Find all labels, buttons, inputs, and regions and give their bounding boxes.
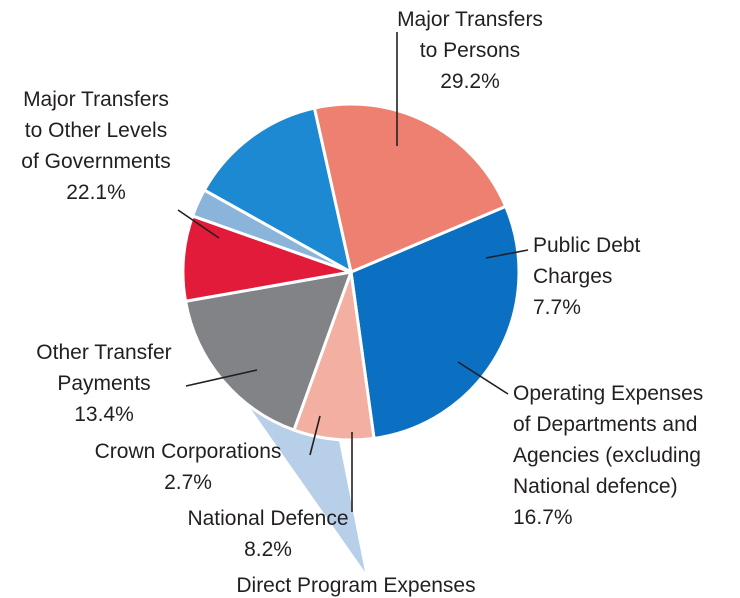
leader-line-5 [185, 369, 258, 387]
slice-label-2: Operating Expenses of Departments and Agen… [513, 382, 703, 529]
pie-slice-3 [181, 214, 353, 303]
pie-slices [181, 102, 521, 442]
pie-slice-5 [202, 106, 353, 274]
pie-slice-0 [349, 204, 521, 440]
slice-name-line: National defence) [513, 475, 678, 498]
leader-lines [177, 32, 529, 512]
slice-name-line: Operating Expenses [513, 382, 703, 405]
slice-name-line: Charges [533, 265, 612, 288]
group-annotation-label: Direct Program Expenses [236, 574, 475, 597]
slice-name-line: to Persons [420, 39, 520, 62]
slice-name-line: National Defence [187, 507, 348, 530]
slice-name-line: Payments [57, 372, 150, 395]
slice-name-line: Major Transfers [397, 8, 543, 31]
leader-line-6 [177, 209, 220, 239]
slice-value-label: 22.1% [66, 181, 126, 204]
slice-name-line: Major Transfers [23, 88, 169, 111]
pie-slice-6 [312, 102, 508, 274]
slice-value-label: 16.7% [513, 506, 573, 529]
slice-name-line: Crown Corporations [95, 440, 282, 463]
slice-value-label: 2.7% [164, 471, 212, 494]
slice-label-5: Other Transfer Payments 13.4% [36, 341, 171, 426]
slice-label-1: Public Debt Charges 7.7% [533, 234, 641, 319]
leader-line-1 [485, 249, 529, 259]
slice-labels: Major Transfers to Persons 29.2% Public Deb… [21, 8, 703, 561]
slice-value-label: 13.4% [74, 403, 134, 426]
slice-value-label: 7.7% [533, 296, 581, 319]
slice-name-line: of Departments and [513, 413, 697, 436]
slice-value-label: 29.2% [440, 70, 500, 93]
pie-slice-2 [184, 270, 353, 432]
slice-value-label: 8.2% [244, 538, 292, 561]
slice-label-0: Major Transfers to Persons 29.2% [397, 8, 543, 93]
slice-label-4: Crown Corporations 2.7% [95, 440, 282, 494]
slice-label-3: National Defence 8.2% [187, 507, 348, 561]
slice-name-line: Other Transfer [36, 341, 171, 364]
leader-line-2 [457, 361, 509, 395]
slice-name-line: Public Debt [533, 234, 641, 257]
slice-name-line: of Governments [21, 150, 170, 173]
slice-label-6: Major Transfers to Other Levels of Governm… [21, 88, 170, 204]
slice-name-line: Agencies (excluding [513, 444, 701, 467]
leader-line-4 [309, 415, 321, 456]
slice-name-line: to Other Levels [25, 119, 167, 142]
